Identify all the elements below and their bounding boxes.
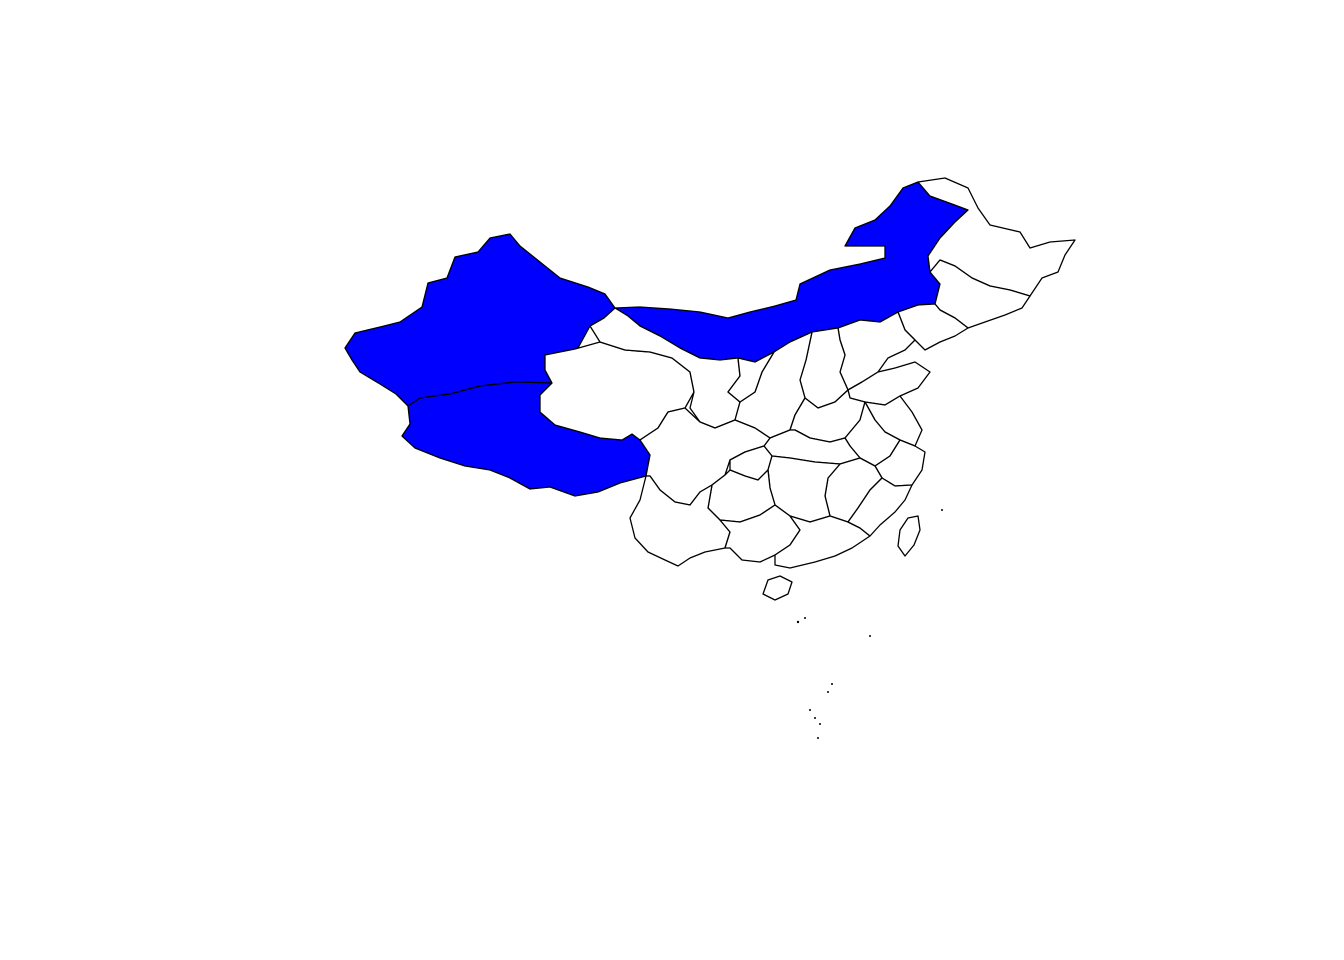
region-hainan [762,575,793,601]
region-fujian [847,477,913,537]
region-ningxia [727,351,775,403]
south-china-sea-islands [796,509,943,739]
region-guangdong [774,515,871,569]
region-taiwan [897,515,921,557]
